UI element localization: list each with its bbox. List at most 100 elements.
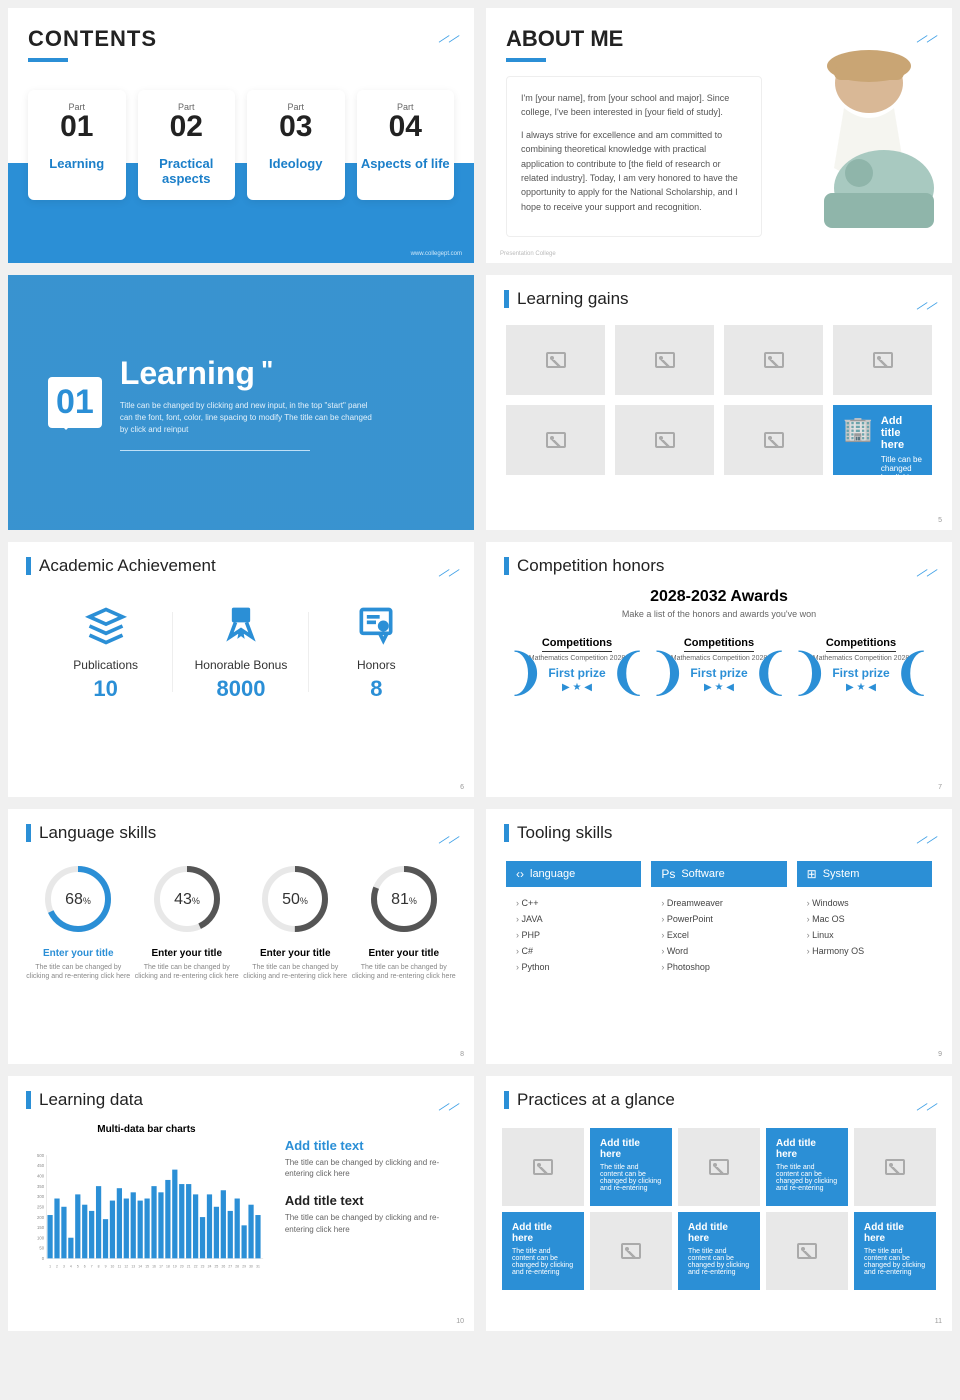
svg-text:27: 27 [228, 1265, 232, 1269]
svg-text:19: 19 [173, 1265, 177, 1269]
svg-text:500: 500 [37, 1153, 45, 1158]
practice-card-image[interactable] [590, 1212, 672, 1290]
column-icon: ⊞ [807, 867, 817, 881]
svg-text:17: 17 [159, 1265, 163, 1269]
slide-academic: Academic Achievement ⸝⸝ Publications 10 … [8, 542, 474, 797]
slide-practices: Practices at a glance ⸝⸝ Add title hereT… [486, 1076, 952, 1331]
svg-text:0: 0 [42, 1256, 45, 1261]
svg-text:250: 250 [37, 1204, 45, 1209]
svg-text:14: 14 [138, 1265, 142, 1269]
svg-text:13: 13 [131, 1265, 135, 1269]
svg-text:400: 400 [37, 1174, 45, 1179]
award-item: ❨❨ Competitions Mathematics Competition … [654, 633, 784, 695]
contents-card[interactable]: Part 04 Aspects of life [357, 90, 455, 200]
practice-card-text[interactable]: Add title hereThe title and content can … [502, 1212, 584, 1290]
progress-ring: 81% Enter your title The title can be ch… [350, 863, 459, 981]
svg-text:24: 24 [208, 1265, 212, 1269]
image-placeholder[interactable] [506, 405, 605, 475]
stat-item: Honors 8 [309, 602, 444, 702]
svg-text:16: 16 [152, 1265, 156, 1269]
practice-card-image[interactable] [766, 1212, 848, 1290]
svg-text:31: 31 [256, 1265, 260, 1269]
practice-card-image[interactable] [502, 1128, 584, 1206]
practice-card-text[interactable]: Add title hereThe title and content can … [678, 1212, 760, 1290]
image-placeholder[interactable] [615, 325, 714, 395]
slide-competition: Competition honors ⸝⸝ 2028-2032 Awards M… [486, 542, 952, 797]
svg-text:6: 6 [84, 1265, 86, 1269]
svg-text:200: 200 [37, 1215, 45, 1220]
skill-item: Excel [661, 927, 776, 943]
svg-text:450: 450 [37, 1163, 45, 1168]
svg-text:20: 20 [180, 1265, 184, 1269]
contents-card[interactable]: Part 03 Ideology [247, 90, 345, 200]
stat-icon [38, 602, 173, 650]
svg-text:50%: 50% [282, 891, 308, 908]
contents-card[interactable]: Part 01 Learning [28, 90, 126, 200]
slide-about: ⸝⸝ ABOUT ME I'm [your name], from [your … [486, 8, 952, 263]
svg-text:25: 25 [215, 1265, 219, 1269]
svg-text:8: 8 [98, 1265, 100, 1269]
svg-text:12: 12 [124, 1265, 128, 1269]
progress-ring: 43% Enter your title The title can be ch… [133, 863, 242, 981]
practice-card-image[interactable] [854, 1128, 936, 1206]
award-item: ❨❨ Competitions Mathematics Competition … [512, 633, 642, 695]
skill-column: ‹›language C++JAVAPHPC#Python [506, 861, 641, 983]
svg-text:150: 150 [37, 1225, 45, 1230]
building-icon: 🏢 [843, 415, 873, 444]
profile-photo [774, 28, 944, 228]
stat-icon [309, 602, 444, 650]
progress-ring: 68% Enter your title The title can be ch… [24, 863, 133, 981]
image-placeholder[interactable] [833, 325, 932, 395]
svg-text:18: 18 [166, 1265, 170, 1269]
image-placeholder[interactable] [724, 405, 823, 475]
svg-text:11: 11 [118, 1265, 122, 1269]
slide-language: Language skills ⸝⸝ 68% Enter your title … [8, 809, 474, 1064]
skill-item: Harmony OS [807, 943, 922, 959]
skill-item: Dreamweaver [661, 895, 776, 911]
image-placeholder[interactable] [724, 325, 823, 395]
skill-column: PsSoftware DreamweaverPowerPointExcelWor… [651, 861, 786, 983]
svg-text:26: 26 [221, 1265, 225, 1269]
image-placeholder[interactable] [506, 325, 605, 395]
skill-column: ⊞System WindowsMac OSLinuxHarmony OS [797, 861, 932, 983]
image-placeholder[interactable] [615, 405, 714, 475]
skill-item: Windows [807, 895, 922, 911]
contents-card[interactable]: Part 02 Practical aspects [138, 90, 236, 200]
practice-card-text[interactable]: Add title hereThe title and content can … [854, 1212, 936, 1290]
svg-text:9: 9 [105, 1265, 107, 1269]
slide-learning-data: Learning data ⸝⸝ Multi-data bar charts 0… [8, 1076, 474, 1331]
skill-item: PHP [516, 927, 631, 943]
svg-text:30: 30 [249, 1265, 253, 1269]
about-text-box: I'm [your name], from [your school and m… [506, 76, 762, 237]
stat-item: Publications 10 [38, 602, 173, 702]
stat-item: Honorable Bonus 8000 [173, 602, 308, 702]
skill-item: Python [516, 959, 631, 975]
skill-item: Linux [807, 927, 922, 943]
svg-text:23: 23 [201, 1265, 205, 1269]
award-item: ❨❨ Competitions Mathematics Competition … [796, 633, 926, 695]
practice-card-text[interactable]: Add title hereThe title and content can … [590, 1128, 672, 1206]
footer-text: www.collegept.com [411, 251, 462, 257]
svg-text:15: 15 [145, 1265, 149, 1269]
skill-item: C++ [516, 895, 631, 911]
svg-text:4: 4 [70, 1265, 72, 1269]
slide-learning-gains: Learning gains ⸝⸝ 🏢 Add title hereTitle … [486, 275, 952, 530]
add-title-card[interactable]: 🏢 Add title hereTitle can be changed by … [833, 405, 932, 475]
svg-text:1: 1 [49, 1265, 51, 1269]
svg-text:5: 5 [77, 1265, 79, 1269]
skill-item: JAVA [516, 911, 631, 927]
svg-text:3: 3 [63, 1265, 65, 1269]
svg-text:21: 21 [187, 1265, 191, 1269]
slide-contents: ⸝⸝ CONTENTS Part 01 Learning Part 02 Pra… [8, 8, 474, 263]
section-number: 01 [48, 377, 102, 428]
svg-text:100: 100 [37, 1235, 45, 1240]
slide-tooling: Tooling skills ⸝⸝ ‹›language C++JAVAPHPC… [486, 809, 952, 1064]
svg-text:81%: 81% [391, 891, 417, 908]
column-icon: Ps [661, 867, 675, 881]
practice-card-text[interactable]: Add title hereThe title and content can … [766, 1128, 848, 1206]
skill-item: Photoshop [661, 959, 776, 975]
skill-item: Mac OS [807, 911, 922, 927]
svg-text:50: 50 [39, 1246, 44, 1251]
feather-icon: ⸝⸝ [436, 20, 463, 47]
practice-card-image[interactable] [678, 1128, 760, 1206]
